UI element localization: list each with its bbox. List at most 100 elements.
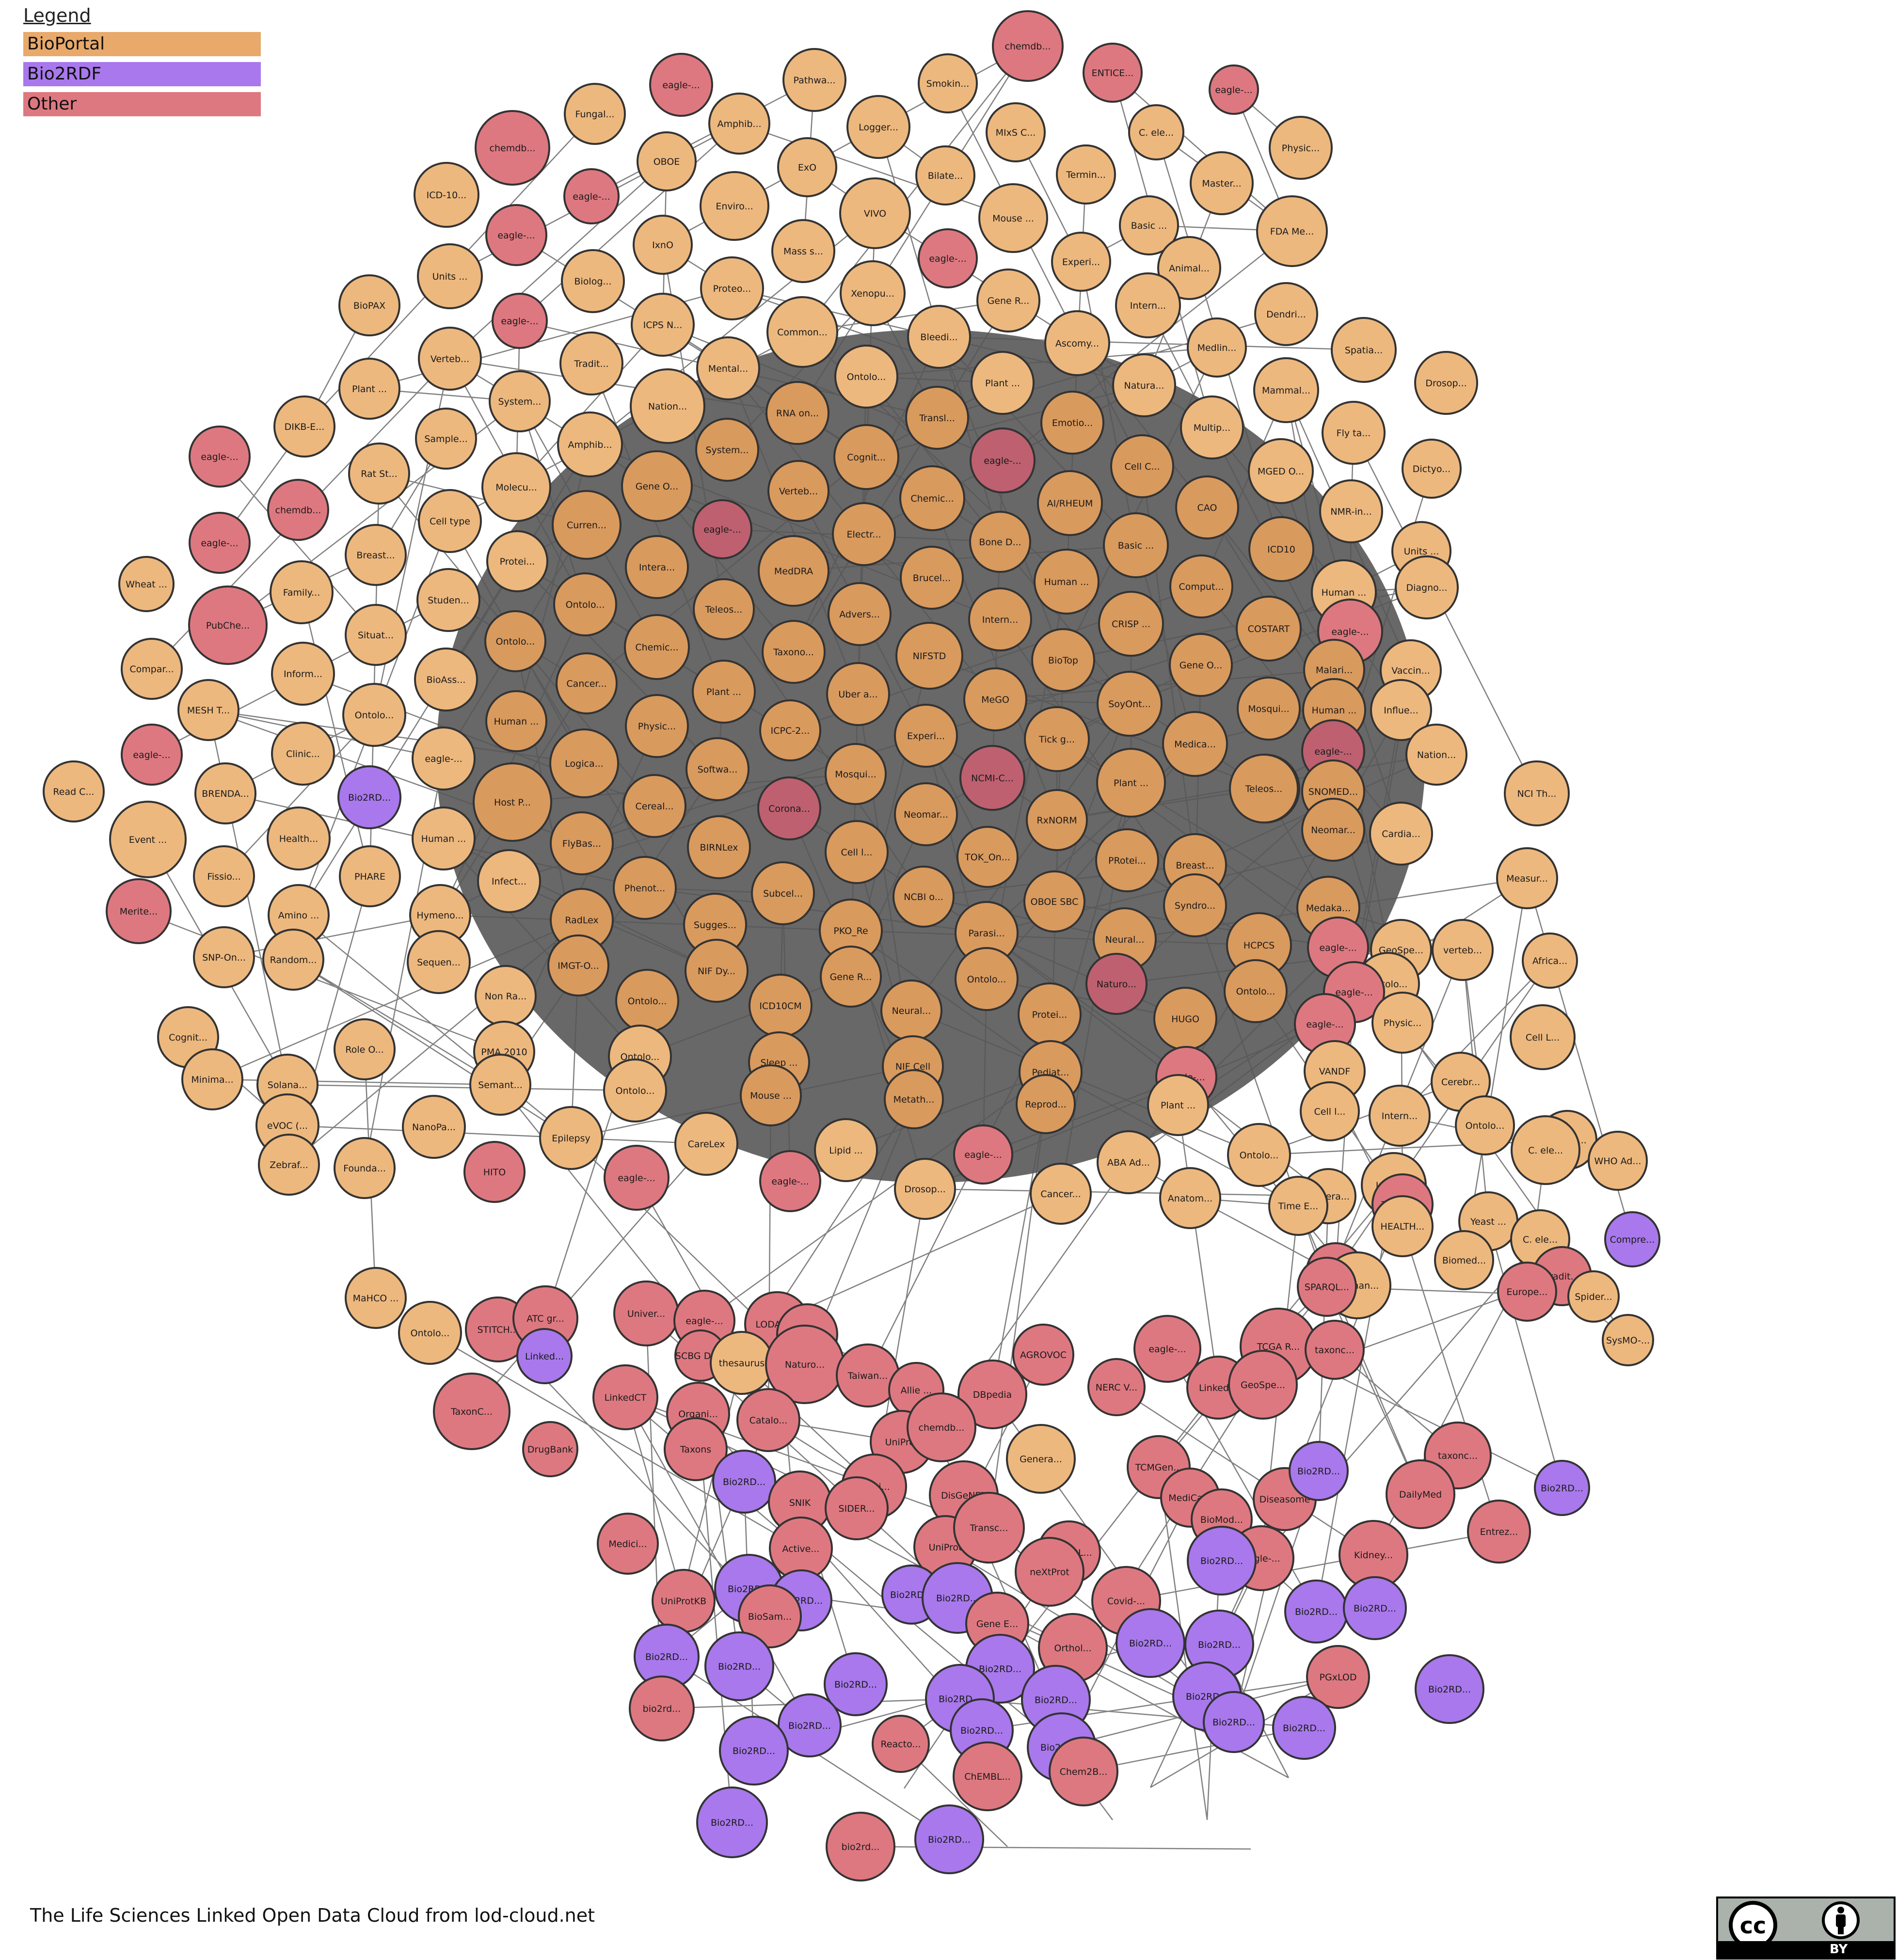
dataset-node-circle[interactable]: [631, 293, 695, 357]
dataset-node[interactable]: TaxonC...: [433, 1373, 510, 1450]
dataset-node-circle[interactable]: [953, 1492, 1025, 1564]
dataset-node-circle[interactable]: [484, 610, 546, 672]
dataset-node[interactable]: Bio2RD...: [337, 765, 401, 829]
dataset-node[interactable]: Bio2RD...: [914, 1804, 984, 1874]
dataset-node[interactable]: Medica...: [1162, 711, 1228, 777]
dataset-node[interactable]: Host P...: [473, 762, 552, 842]
dataset-node[interactable]: Smokin...: [918, 53, 978, 113]
dataset-node[interactable]: Plant ...: [338, 358, 400, 420]
dataset-node[interactable]: Human ...: [412, 806, 476, 870]
dataset-node-circle[interactable]: [486, 530, 548, 592]
dataset-node-circle[interactable]: [473, 762, 552, 842]
dataset-node[interactable]: Bio2RD...: [824, 1652, 888, 1716]
dataset-node[interactable]: Read C...: [43, 760, 105, 822]
dataset-node-circle[interactable]: [407, 930, 471, 994]
dataset-node[interactable]: Lipid ...: [814, 1118, 878, 1182]
dataset-node-circle[interactable]: [1434, 1230, 1494, 1290]
dataset-node[interactable]: C. ele...: [1128, 104, 1184, 160]
dataset-node-circle[interactable]: [1169, 633, 1233, 697]
dataset-node-circle[interactable]: [695, 418, 759, 482]
dataset-node[interactable]: Amphib...: [708, 93, 770, 155]
dataset-node-circle[interactable]: [556, 652, 618, 714]
dataset-node[interactable]: neXtProt: [1015, 1537, 1084, 1607]
dataset-node[interactable]: Units ...: [417, 243, 483, 309]
dataset-node-circle[interactable]: [839, 177, 911, 249]
dataset-node[interactable]: Experi...: [1051, 232, 1111, 292]
dataset-node[interactable]: Metath...: [884, 1069, 944, 1129]
dataset-node[interactable]: ICD10: [1248, 516, 1314, 582]
dataset-node-circle[interactable]: [258, 1134, 320, 1196]
dataset-node-circle[interactable]: [767, 460, 829, 522]
dataset-node-circle[interactable]: [412, 806, 476, 870]
dataset-node-circle[interactable]: [1180, 395, 1244, 459]
dataset-node[interactable]: GeoSpe...: [1228, 1350, 1298, 1420]
dataset-node[interactable]: Ascomy...: [1044, 310, 1110, 376]
dataset-node[interactable]: NIF Dy...: [685, 939, 749, 1003]
dataset-node[interactable]: Reacto...: [872, 1715, 930, 1773]
dataset-node[interactable]: ICD-10...: [414, 162, 479, 228]
dataset-node-circle[interactable]: [1414, 351, 1478, 415]
dataset-node-circle[interactable]: [1097, 1130, 1161, 1194]
dataset-node[interactable]: Ontolo...: [1227, 1123, 1291, 1187]
dataset-node-circle[interactable]: [957, 1359, 1027, 1429]
dataset-node[interactable]: Neural...: [880, 980, 942, 1042]
dataset-node[interactable]: NCBI o...: [893, 866, 955, 928]
dataset-node[interactable]: Uber a...: [826, 662, 890, 726]
dataset-node-circle[interactable]: [700, 171, 769, 241]
dataset-node[interactable]: PKO_Re: [819, 899, 883, 963]
dataset-node-circle[interactable]: [418, 489, 482, 553]
dataset-node[interactable]: Ontolo...: [553, 572, 617, 636]
dataset-node-circle[interactable]: [978, 183, 1048, 253]
dataset-node-circle[interactable]: [433, 1373, 510, 1450]
dataset-node-circle[interactable]: [188, 585, 268, 665]
dataset-node-circle[interactable]: [820, 946, 882, 1008]
dataset-node-circle[interactable]: [563, 168, 620, 224]
dataset-node[interactable]: eagle-...: [604, 1145, 670, 1211]
dataset-node[interactable]: Medici...: [597, 1513, 659, 1575]
dataset-node[interactable]: BioPAX: [338, 274, 400, 336]
dataset-node[interactable]: Physic...: [1269, 116, 1333, 180]
dataset-node-circle[interactable]: [337, 765, 401, 829]
dataset-node[interactable]: Cell C...: [1110, 434, 1174, 498]
dataset-node[interactable]: chemdb...: [475, 110, 550, 186]
dataset-node-circle[interactable]: [963, 667, 1027, 731]
dataset-node[interactable]: Cell l...: [1300, 1081, 1360, 1141]
dataset-node[interactable]: Sample...: [415, 408, 477, 470]
dataset-node-circle[interactable]: [414, 648, 478, 711]
dataset-node-circle[interactable]: [342, 683, 406, 747]
dataset-node-circle[interactable]: [1227, 1123, 1291, 1187]
dataset-node[interactable]: Entrez...: [1467, 1500, 1531, 1564]
dataset-node[interactable]: Basic ...: [1119, 195, 1179, 255]
dataset-node-circle[interactable]: [759, 699, 821, 761]
dataset-node-circle[interactable]: [522, 1421, 578, 1477]
dataset-node-circle[interactable]: [1272, 1696, 1336, 1760]
dataset-node[interactable]: Bio2RD...: [1415, 1654, 1484, 1724]
dataset-node-circle[interactable]: [778, 1693, 842, 1757]
dataset-node-circle[interactable]: [1602, 1314, 1654, 1366]
dataset-node[interactable]: IMGT-O...: [547, 934, 609, 996]
dataset-node[interactable]: TOK_On...: [956, 826, 1019, 888]
dataset-node[interactable]: Wheat ...: [118, 556, 175, 612]
dataset-node[interactable]: System...: [489, 370, 551, 432]
dataset-node[interactable]: Drosop...: [1414, 351, 1478, 415]
dataset-node-circle[interactable]: [469, 1054, 531, 1116]
dataset-node[interactable]: Brucel...: [900, 546, 964, 610]
dataset-node[interactable]: Ontolo...: [615, 969, 679, 1033]
dataset-node-circle[interactable]: [1037, 470, 1103, 536]
dataset-node[interactable]: Tick g...: [1024, 706, 1090, 772]
dataset-node-circle[interactable]: [968, 587, 1032, 651]
dataset-node-circle[interactable]: [1097, 671, 1163, 737]
dataset-node-circle[interactable]: [914, 1804, 984, 1874]
dataset-node-circle[interactable]: [777, 137, 837, 197]
dataset-node[interactable]: NanoPa...: [402, 1095, 466, 1159]
dataset-node[interactable]: eagle-...: [189, 512, 251, 574]
dataset-node[interactable]: Mental...: [696, 336, 760, 400]
dataset-node-circle[interactable]: [907, 305, 971, 369]
dataset-node-circle[interactable]: [194, 762, 256, 824]
dataset-node[interactable]: Plant ...: [971, 351, 1035, 415]
dataset-node[interactable]: CRISP ...: [1098, 591, 1164, 657]
dataset-node[interactable]: Health...: [267, 806, 331, 870]
dataset-node-circle[interactable]: [43, 760, 105, 822]
dataset-node[interactable]: Advers...: [828, 582, 892, 646]
dataset-node[interactable]: Merite...: [106, 878, 172, 944]
